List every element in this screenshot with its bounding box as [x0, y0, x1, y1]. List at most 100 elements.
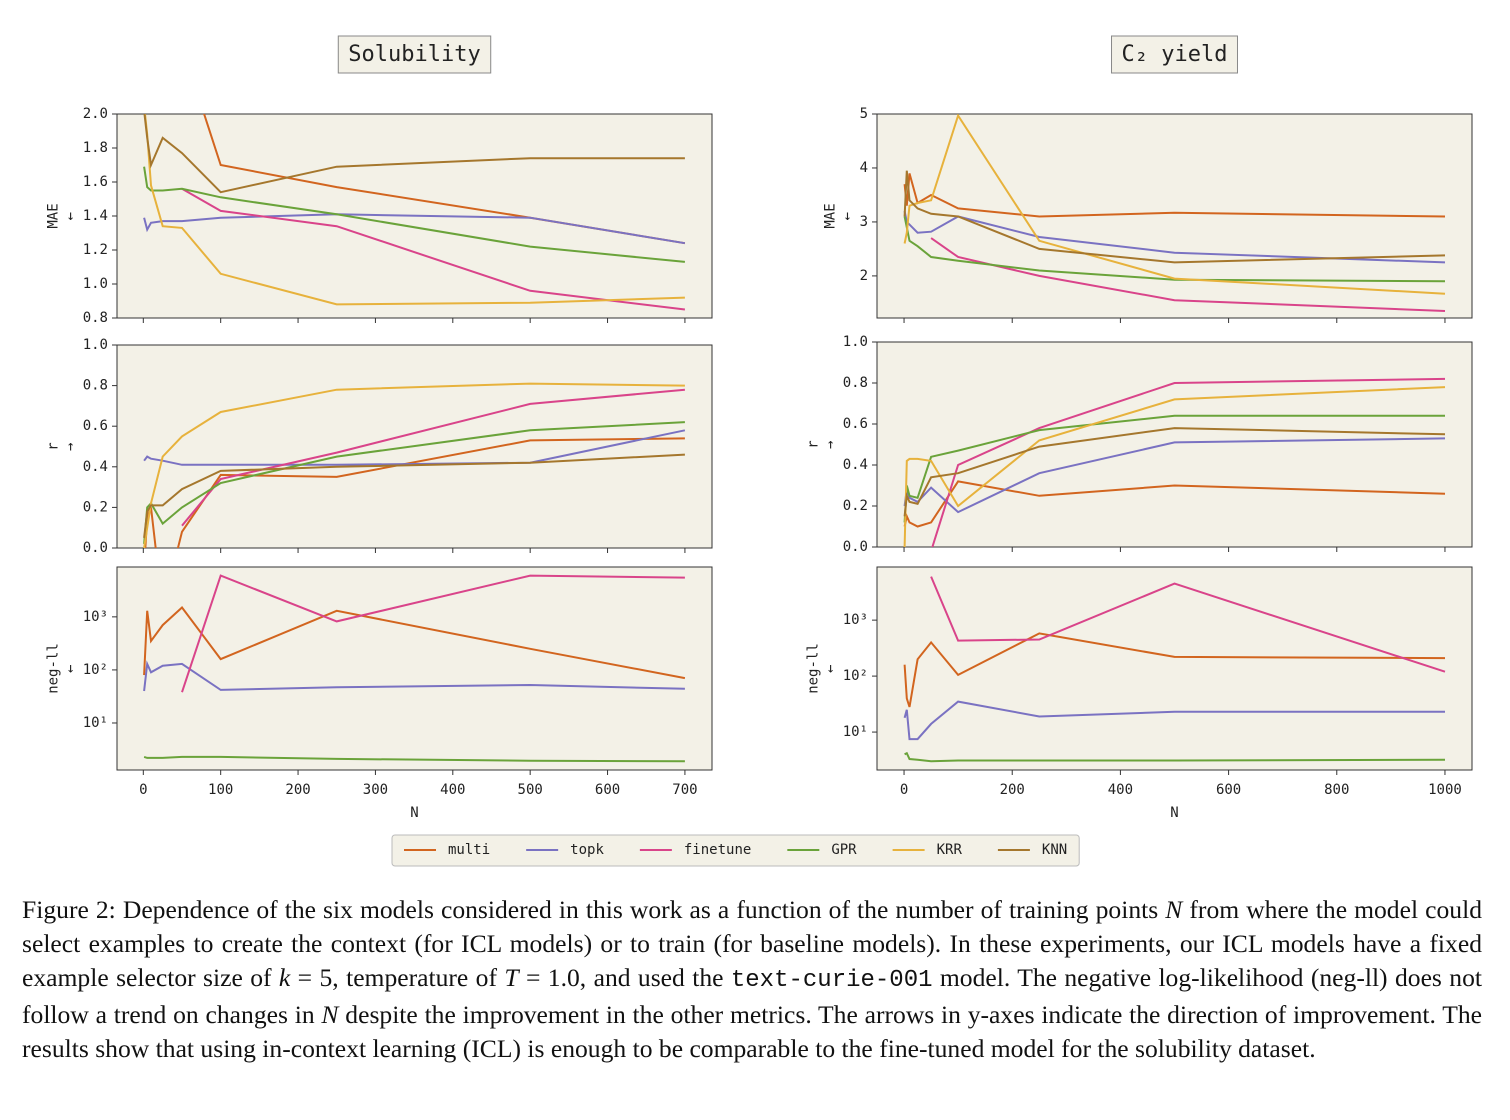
- x-axis-label: N: [1170, 805, 1178, 821]
- y-tick-label: 10³: [83, 609, 108, 625]
- x-tick-label: 700: [672, 782, 697, 798]
- x-tick-label: 400: [1108, 782, 1133, 798]
- series-group: [903, 377, 1446, 547]
- x-tick-label: 1000: [1428, 782, 1462, 798]
- series-group: [143, 382, 686, 548]
- series-line: [203, 114, 686, 245]
- y-axis-arrow: ↓: [66, 661, 74, 677]
- y-tick-label: 3: [860, 214, 868, 230]
- caption-text: despite the improvement in the other met…: [22, 1000, 1482, 1063]
- series-group: [903, 114, 1446, 312]
- legend-label: GPR: [831, 842, 857, 858]
- y-tick-label: 0.2: [843, 498, 868, 514]
- series-line: [930, 237, 1446, 312]
- y-axis-label: MAE: [46, 203, 62, 228]
- y-tick-label: 0.0: [843, 539, 868, 555]
- y-axis-label: r: [46, 442, 62, 450]
- title-box: [337, 35, 492, 74]
- series-line: [143, 382, 685, 548]
- series-line: [931, 377, 1446, 547]
- series-line: [903, 700, 1445, 741]
- y-tick-label: 0.0: [83, 540, 108, 556]
- y-tick-label: 10¹: [83, 715, 108, 731]
- series-line: [903, 414, 1445, 523]
- y-tick-label: 0.6: [843, 416, 868, 432]
- y-tick-label: 10¹: [843, 724, 868, 740]
- series-line: [143, 606, 686, 680]
- y-tick-label: 4: [860, 160, 868, 176]
- y-tick-label: 2: [860, 268, 868, 284]
- caption-code: text-curie-001: [730, 967, 933, 994]
- x-tick-label: 600: [1216, 782, 1241, 798]
- y-tick-label: 1.6: [83, 174, 108, 190]
- y-axis-arrow: ↓: [843, 208, 851, 224]
- y-tick-label: 1.2: [83, 242, 108, 258]
- caption-text: model. The negative log-likelihood (neg-…: [22, 963, 1482, 1029]
- y-tick-label: 0.8: [83, 378, 108, 394]
- y-tick-label: 1.0: [83, 337, 108, 353]
- caption-math: T: [504, 963, 519, 992]
- caption-text: = 1.0, and used the: [518, 963, 731, 992]
- legend-label: KNN: [1042, 842, 1067, 858]
- x-tick-label: 0: [900, 782, 908, 798]
- series-group: [903, 576, 1446, 763]
- chart-title: C₂ yield: [1122, 42, 1228, 67]
- series-line: [143, 421, 685, 544]
- series-line: [903, 386, 1446, 547]
- y-axis-arrow: ↑: [826, 437, 834, 453]
- series-line: [143, 755, 685, 763]
- caption-math: N: [1165, 895, 1183, 924]
- caption: Figure 2: Dependence of the six models c…: [22, 893, 1482, 1066]
- caption-text: = 5, temperature of: [290, 963, 505, 992]
- y-axis-label: r: [806, 440, 822, 448]
- y-tick-label: 1.8: [83, 140, 108, 156]
- caption-math: N: [321, 1000, 339, 1029]
- series-line: [903, 170, 1446, 264]
- y-tick-label: 10²: [843, 668, 868, 684]
- x-tick-label: 600: [595, 782, 620, 798]
- title-box: [1111, 35, 1238, 74]
- x-tick-label: 400: [440, 782, 465, 798]
- legend-label: topk: [570, 842, 604, 858]
- plot-area: [876, 341, 1473, 548]
- y-tick-label: 1.4: [83, 208, 108, 224]
- legend-label: KRR: [937, 842, 963, 858]
- series-group: [143, 114, 686, 311]
- y-tick-label: 0.4: [83, 459, 108, 475]
- x-axis-label: N: [410, 805, 418, 821]
- x-tick-label: 200: [285, 782, 310, 798]
- series-line: [143, 453, 685, 539]
- caption-math: k: [278, 963, 291, 992]
- x-tick-label: 800: [1324, 782, 1349, 798]
- series-line: [143, 166, 685, 263]
- y-tick-label: 2.0: [83, 106, 108, 122]
- y-tick-label: 10³: [843, 612, 868, 628]
- y-tick-label: 0.4: [843, 457, 868, 473]
- legend-label: finetune: [684, 842, 751, 858]
- legend-box: [391, 834, 1080, 867]
- y-axis-label: neg-ll: [46, 643, 62, 694]
- series-line: [903, 173, 1446, 218]
- plot-area: [876, 566, 1473, 771]
- x-tick-label: 0: [139, 782, 147, 798]
- y-axis-arrow: ↓: [66, 208, 74, 224]
- y-tick-label: 1.0: [843, 334, 868, 350]
- series-group: [143, 574, 686, 763]
- x-tick-label: 300: [363, 782, 388, 798]
- y-tick-label: 1.0: [83, 276, 108, 292]
- caption-text: Figure 2: Dependence of the six models c…: [22, 895, 1166, 924]
- legend-label: multi: [448, 842, 490, 858]
- x-tick-label: 100: [208, 782, 233, 798]
- y-tick-label: 5: [860, 106, 868, 122]
- series-line: [143, 114, 685, 194]
- y-tick-label: 0.8: [843, 375, 868, 391]
- caption-text: from where the model could select exampl…: [22, 895, 1482, 992]
- y-tick-label: 0.8: [83, 310, 108, 326]
- chart-title: Solubility: [348, 42, 480, 67]
- y-tick-label: 0.6: [83, 418, 108, 434]
- series-line: [930, 576, 1446, 673]
- series-line: [903, 114, 1446, 295]
- series-line: [181, 574, 685, 693]
